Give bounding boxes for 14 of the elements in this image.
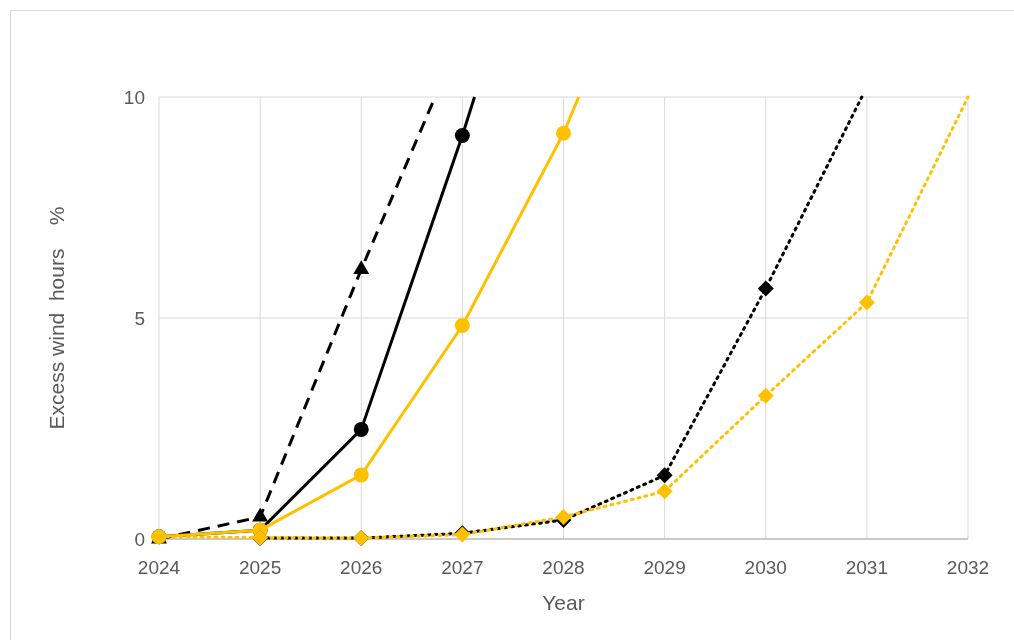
x-tick-label: 2028 xyxy=(542,557,585,578)
x-tick-label: 2031 xyxy=(845,557,889,578)
y-tick-label: 10 xyxy=(123,87,145,108)
x-tick-label: 2032 xyxy=(946,557,990,578)
x-tick-label: 2029 xyxy=(643,557,686,578)
x-tick-label: 2030 xyxy=(744,557,787,578)
y-tick-label: 0 xyxy=(134,529,145,550)
x-tick-label: 2026 xyxy=(340,557,383,578)
x-tick-label: 2027 xyxy=(441,557,484,578)
x-tick-label: 2025 xyxy=(238,557,282,578)
x-tick-label: 2024 xyxy=(137,557,181,578)
y-axis-title: Excess wind hours % xyxy=(45,206,68,430)
y-tick-label: 5 xyxy=(134,308,145,329)
x-axis-title: Year xyxy=(542,591,585,614)
